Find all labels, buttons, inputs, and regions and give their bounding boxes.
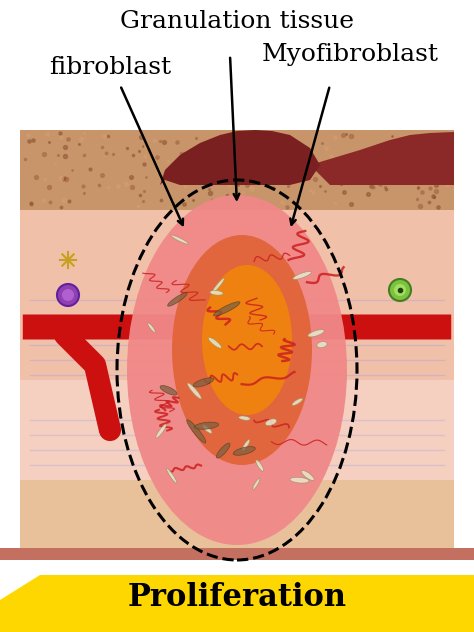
Ellipse shape bbox=[211, 278, 225, 293]
Text: Proliferation: Proliferation bbox=[128, 583, 346, 614]
Text: Myofibroblast: Myofibroblast bbox=[262, 44, 438, 66]
Ellipse shape bbox=[57, 284, 79, 306]
Ellipse shape bbox=[213, 301, 240, 316]
Ellipse shape bbox=[127, 195, 347, 545]
Bar bbox=[20, 130, 454, 210]
Ellipse shape bbox=[256, 460, 264, 471]
Ellipse shape bbox=[301, 470, 314, 480]
Polygon shape bbox=[0, 575, 474, 632]
Ellipse shape bbox=[253, 478, 260, 490]
Ellipse shape bbox=[290, 477, 309, 483]
Polygon shape bbox=[310, 132, 454, 185]
Ellipse shape bbox=[216, 443, 230, 458]
Bar bbox=[20, 480, 454, 555]
Ellipse shape bbox=[210, 291, 223, 295]
Ellipse shape bbox=[265, 419, 277, 425]
Ellipse shape bbox=[148, 323, 155, 332]
Ellipse shape bbox=[62, 289, 74, 301]
Ellipse shape bbox=[187, 383, 201, 399]
Bar bbox=[20, 380, 454, 480]
Ellipse shape bbox=[171, 235, 189, 244]
Ellipse shape bbox=[317, 341, 327, 348]
Ellipse shape bbox=[202, 425, 212, 434]
Ellipse shape bbox=[292, 398, 303, 406]
Ellipse shape bbox=[202, 265, 292, 415]
Polygon shape bbox=[160, 130, 320, 185]
Ellipse shape bbox=[194, 422, 219, 429]
Ellipse shape bbox=[156, 424, 166, 438]
Ellipse shape bbox=[233, 447, 255, 455]
Ellipse shape bbox=[187, 420, 206, 443]
Ellipse shape bbox=[160, 386, 177, 395]
Bar bbox=[20, 210, 454, 480]
Ellipse shape bbox=[168, 293, 187, 307]
Text: fibroblast: fibroblast bbox=[49, 56, 171, 80]
Ellipse shape bbox=[209, 337, 221, 348]
Ellipse shape bbox=[166, 468, 177, 483]
Ellipse shape bbox=[239, 416, 250, 420]
Ellipse shape bbox=[394, 284, 406, 296]
Text: Granulation tissue: Granulation tissue bbox=[120, 11, 354, 33]
Ellipse shape bbox=[308, 330, 324, 337]
Bar bbox=[0, 548, 474, 560]
Ellipse shape bbox=[389, 279, 411, 301]
Ellipse shape bbox=[172, 235, 312, 465]
Ellipse shape bbox=[293, 272, 311, 279]
Ellipse shape bbox=[242, 439, 250, 451]
Ellipse shape bbox=[193, 378, 214, 387]
